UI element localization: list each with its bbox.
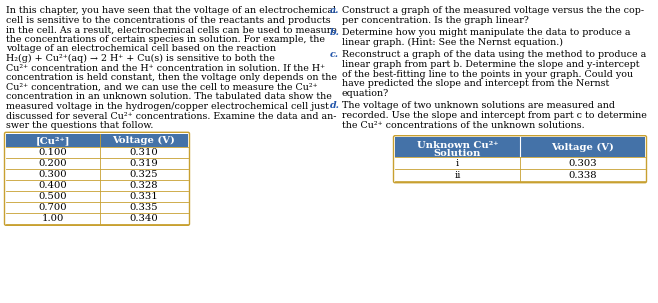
Bar xyxy=(6,169,188,180)
Text: 0.335: 0.335 xyxy=(130,203,159,212)
Text: per concentration. Is the graph linear?: per concentration. Is the graph linear? xyxy=(342,15,529,25)
Text: voltage of an electrochemical cell based on the reaction: voltage of an electrochemical cell based… xyxy=(6,45,276,53)
Text: of the best-fitting line to the points in your graph. Could you: of the best-fitting line to the points i… xyxy=(342,70,633,78)
Text: 0.310: 0.310 xyxy=(130,148,159,157)
Text: 0.328: 0.328 xyxy=(130,181,159,190)
Text: 0.303: 0.303 xyxy=(569,159,597,168)
Bar xyxy=(6,202,188,213)
Text: cell is sensitive to the concentrations of the reactants and products: cell is sensitive to the concentrations … xyxy=(6,15,330,25)
Text: have predicted the slope and intercept from the Nernst: have predicted the slope and intercept f… xyxy=(342,79,609,88)
Text: 0.331: 0.331 xyxy=(130,192,159,201)
Text: 0.200: 0.200 xyxy=(39,159,67,168)
Text: 0.700: 0.700 xyxy=(39,203,67,212)
Text: Unknown Cu²⁺: Unknown Cu²⁺ xyxy=(417,141,498,150)
Text: d.: d. xyxy=(330,102,340,110)
Text: Cu²⁺ concentration and the H⁺ concentration in solution. If the H⁺: Cu²⁺ concentration and the H⁺ concentrat… xyxy=(6,64,325,73)
Text: concentration is held constant, then the voltage only depends on the: concentration is held constant, then the… xyxy=(6,73,337,82)
Text: [Cu²⁺]: [Cu²⁺] xyxy=(36,136,70,145)
Bar xyxy=(6,147,188,158)
Text: a.: a. xyxy=(330,6,340,15)
Text: Determine how you might manipulate the data to produce a: Determine how you might manipulate the d… xyxy=(342,28,630,37)
Text: Construct a graph of the measured voltage versus the the cop-: Construct a graph of the measured voltag… xyxy=(342,6,644,15)
Text: H₂(g) + Cu²⁺(aq) → 2 H⁺ + Cu(s) is sensitive to both the: H₂(g) + Cu²⁺(aq) → 2 H⁺ + Cu(s) is sensi… xyxy=(6,54,275,63)
Text: the Cu²⁺ concentrations of the unknown solutions.: the Cu²⁺ concentrations of the unknown s… xyxy=(342,121,584,130)
Bar xyxy=(6,213,188,224)
Text: In this chapter, you have seen that the voltage of an electrochemical: In this chapter, you have seen that the … xyxy=(6,6,336,15)
Text: 0.500: 0.500 xyxy=(39,192,67,201)
Text: Voltage (V): Voltage (V) xyxy=(551,143,614,152)
Bar xyxy=(395,169,645,181)
Text: equation?: equation? xyxy=(342,89,390,98)
Text: swer the questions that follow.: swer the questions that follow. xyxy=(6,121,153,130)
Bar xyxy=(6,158,188,169)
Bar xyxy=(395,137,645,157)
Bar xyxy=(6,191,188,202)
Text: measured voltage in the hydrogen/copper electrochemical cell just: measured voltage in the hydrogen/copper … xyxy=(6,102,329,111)
Text: in the cell. As a result, electrochemical cells can be used to measure: in the cell. As a result, electrochemica… xyxy=(6,25,337,34)
Bar xyxy=(6,134,188,147)
Text: 0.319: 0.319 xyxy=(130,159,159,168)
Text: concentration in an unknown solution. The tabulated data show the: concentration in an unknown solution. Th… xyxy=(6,92,332,102)
Text: linear graph from part b. Determine the slope and y-intercept: linear graph from part b. Determine the … xyxy=(342,60,640,69)
Text: c.: c. xyxy=(330,50,339,59)
Bar xyxy=(6,180,188,191)
Text: 0.325: 0.325 xyxy=(130,170,159,179)
Text: 1.00: 1.00 xyxy=(42,214,64,223)
Text: discussed for several Cu²⁺ concentrations. Examine the data and an-: discussed for several Cu²⁺ concentration… xyxy=(6,112,336,121)
Text: b.: b. xyxy=(330,28,340,37)
Text: 0.338: 0.338 xyxy=(569,171,597,180)
Text: 0.300: 0.300 xyxy=(39,170,67,179)
Text: 0.340: 0.340 xyxy=(130,214,159,223)
Text: the concentrations of certain species in solution. For example, the: the concentrations of certain species in… xyxy=(6,35,325,44)
Text: linear graph. (Hint: See the Nernst equation.): linear graph. (Hint: See the Nernst equa… xyxy=(342,38,563,47)
Text: ii: ii xyxy=(454,171,461,180)
Bar xyxy=(395,157,645,169)
Text: Solution: Solution xyxy=(434,149,481,158)
Text: 0.100: 0.100 xyxy=(39,148,67,157)
Text: Reconstruct a graph of the data using the method to produce a: Reconstruct a graph of the data using th… xyxy=(342,50,646,59)
Text: Cu²⁺ concentration, and we can use the cell to measure the Cu²⁺: Cu²⁺ concentration, and we can use the c… xyxy=(6,83,318,92)
Text: recorded. Use the slope and intercept from part c to determine: recorded. Use the slope and intercept fr… xyxy=(342,111,647,120)
Text: Voltage (V): Voltage (V) xyxy=(113,136,176,145)
Text: The voltage of two unknown solutions are measured and: The voltage of two unknown solutions are… xyxy=(342,102,615,110)
Text: 0.400: 0.400 xyxy=(39,181,67,190)
Text: i: i xyxy=(456,159,459,168)
